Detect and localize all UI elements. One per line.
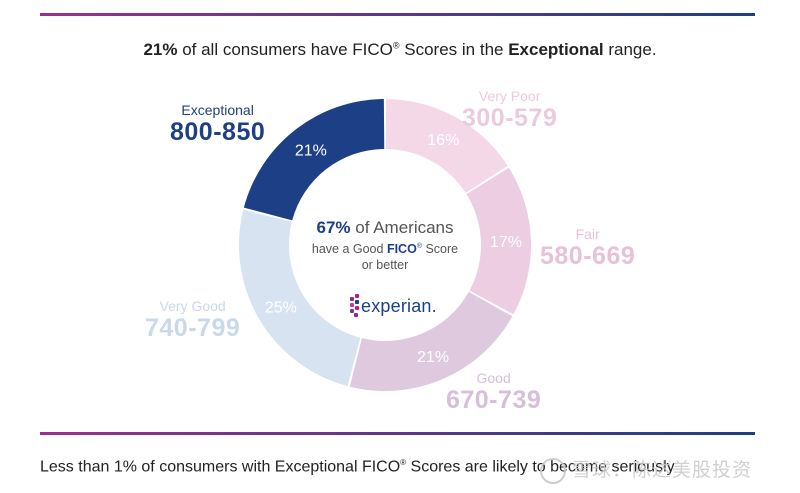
center-pct: 67% [316, 218, 351, 237]
range-label-fair: Fair 580-669 [540, 226, 635, 271]
snowball-logo-icon [540, 457, 566, 484]
center-line2: have a Good FICO® Score [302, 242, 468, 256]
range-label-exceptional: Exceptional 800-850 [170, 102, 265, 147]
center-line3: or better [361, 258, 409, 272]
footer-reg: ® [400, 458, 407, 467]
range-name: Very Good [159, 298, 226, 314]
range-name: Exceptional [181, 102, 254, 118]
footer-pre: Less than 1% of consumers with Exception… [40, 458, 401, 476]
range-name: Very Poor [478, 88, 541, 104]
center-reg: ® [416, 242, 422, 250]
headline-pre: of all consumers have FICO [177, 40, 393, 59]
center-text: 67% of Americans have a Good FICO® Score… [302, 218, 468, 272]
range-value: 740-799 [145, 314, 241, 342]
donut-slice-exceptional [243, 99, 385, 221]
range-label-good: Good 670-739 [446, 370, 541, 415]
headline-pct: 21% [143, 40, 178, 59]
center-line2-pre: have a Good [311, 242, 387, 256]
watermark: 雪球：陈达美股投资 [540, 455, 752, 484]
watermark-text: 雪球：陈达美股投资 [572, 460, 753, 481]
center-line2-post: Score [421, 242, 459, 256]
range-value: 580-669 [540, 242, 636, 270]
headline-reg: ® [392, 40, 400, 51]
headline-mid: Scores in the [399, 40, 509, 59]
headline-post: range. [603, 40, 657, 59]
range-value: 800-850 [170, 118, 266, 146]
slice-pct-label: 16% [427, 132, 459, 149]
range-name: Good [476, 370, 511, 386]
slice-pct-label: 17% [490, 234, 522, 251]
center-line1: 67% of Americans [302, 218, 468, 238]
range-value: 300-579 [462, 104, 558, 132]
experian-logo-text: experian. [361, 296, 437, 316]
center-brand: FICO [386, 242, 417, 256]
donut-slice-very-poor [385, 99, 508, 193]
headline-range: Exceptional [508, 40, 604, 59]
donut-slice-fair [466, 167, 531, 315]
slice-pct-label: 25% [265, 300, 297, 317]
donut-slice-very-good [239, 209, 361, 387]
range-name: Fair [575, 226, 600, 242]
top-divider [40, 13, 755, 16]
slice-pct-label: 21% [417, 349, 449, 366]
slice-pct-label: 21% [295, 142, 327, 159]
range-label-very-poor: Very Poor 300-579 [462, 88, 557, 133]
headline: 21% of all consumers have FICO® Scores i… [0, 40, 800, 60]
donut-slice-good [349, 291, 513, 391]
center-line1-rest: of Americans [350, 218, 454, 237]
range-value: 670-739 [446, 386, 542, 414]
range-label-very-good: Very Good 740-799 [145, 298, 240, 343]
bottom-divider [40, 432, 755, 435]
